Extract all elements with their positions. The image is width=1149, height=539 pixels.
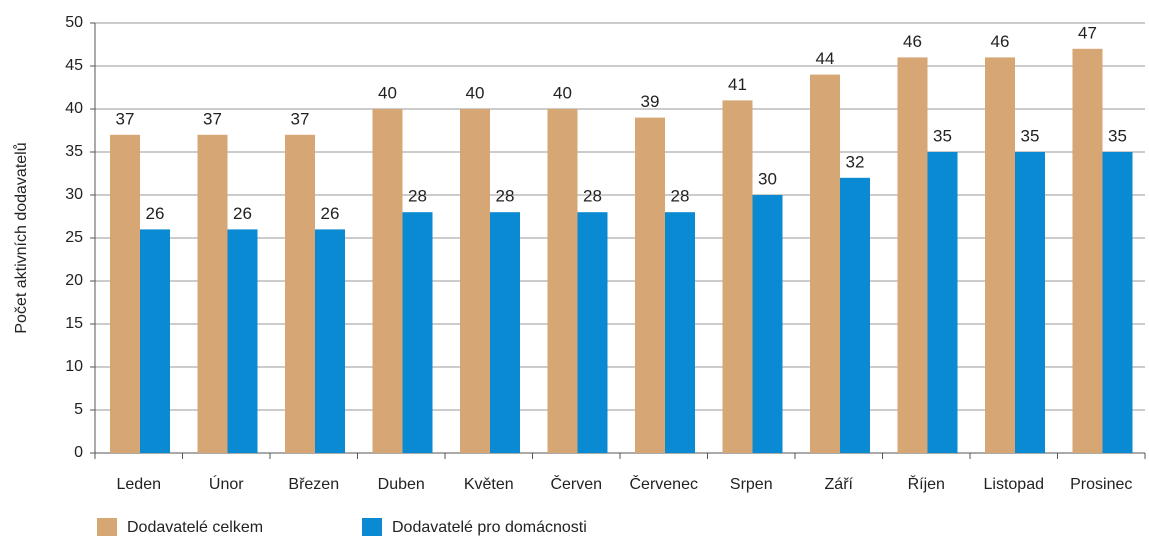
- bar: [140, 229, 170, 453]
- x-tick-label: Březen: [288, 476, 339, 493]
- x-tick-label: Červenec: [630, 474, 698, 493]
- x-tick-label: Leden: [117, 476, 162, 493]
- value-label: 26: [233, 204, 252, 223]
- value-label: 40: [466, 83, 485, 102]
- bar: [490, 212, 520, 453]
- value-label: 30: [758, 169, 777, 188]
- bar: [547, 109, 578, 453]
- value-label: 35: [1108, 126, 1127, 145]
- value-label: 46: [991, 32, 1010, 51]
- value-label: 28: [496, 187, 515, 206]
- x-tick-label: Prosinec: [1070, 476, 1132, 493]
- bar: [897, 57, 928, 454]
- x-tick-label: Únor: [209, 474, 244, 493]
- x-tick-label: Říjen: [908, 474, 945, 493]
- bar: [227, 229, 258, 453]
- y-tick-label: 25: [65, 229, 83, 246]
- bar: [577, 212, 608, 453]
- legend-swatch: [362, 518, 382, 536]
- value-label: 28: [583, 187, 602, 206]
- value-label: 47: [1078, 23, 1097, 42]
- value-label: 40: [553, 83, 572, 102]
- y-tick-label: 5: [74, 401, 83, 418]
- value-label: 28: [408, 187, 427, 206]
- bar: [722, 100, 753, 454]
- value-label: 35: [1021, 126, 1040, 145]
- y-tick-label: 45: [65, 57, 83, 74]
- bar: [810, 74, 840, 453]
- y-tick-label: 10: [65, 358, 83, 375]
- bar: [372, 109, 403, 453]
- x-tick-label: Duben: [378, 476, 425, 493]
- bar: [197, 134, 228, 454]
- value-label: 37: [291, 109, 310, 128]
- legend-label: Dodavatelé celkem: [127, 519, 263, 536]
- y-tick-label: 35: [65, 143, 83, 160]
- x-tick-label: Květen: [464, 476, 514, 493]
- value-label: 41: [728, 75, 747, 94]
- bar: [927, 152, 958, 453]
- bar: [402, 212, 433, 453]
- bar: [1072, 48, 1103, 454]
- value-label: 35: [933, 126, 952, 145]
- y-tick-label: 0: [74, 444, 83, 461]
- legend-label: Dodavatelé pro domácnosti: [392, 519, 587, 536]
- y-tick-label: 15: [65, 315, 83, 332]
- value-label: 26: [146, 204, 165, 223]
- x-tick-label: Listopad: [984, 476, 1045, 493]
- value-label: 32: [846, 152, 865, 171]
- bar: [840, 177, 870, 454]
- y-tick-label: 50: [65, 14, 83, 31]
- y-tick-label: 20: [65, 272, 83, 289]
- x-tick-label: Červen: [550, 474, 602, 493]
- value-label: 39: [641, 92, 660, 111]
- bar: [752, 195, 783, 453]
- bar: [985, 57, 1015, 454]
- x-tick-label: Září: [825, 476, 854, 493]
- value-label: 26: [321, 204, 340, 223]
- legend-swatch: [97, 518, 117, 536]
- x-tick-label: Srpen: [730, 476, 773, 493]
- bar: [1102, 152, 1133, 453]
- y-axis-label: Počet aktivních dodavatelů: [12, 142, 30, 333]
- value-label: 37: [203, 109, 222, 128]
- value-label: 44: [816, 49, 835, 68]
- bar: [285, 134, 315, 454]
- bar: [460, 109, 490, 453]
- value-label: 40: [378, 83, 397, 102]
- bar: [635, 117, 665, 453]
- bar: [315, 229, 345, 453]
- value-label: 28: [671, 187, 690, 206]
- y-tick-label: 40: [65, 100, 83, 117]
- value-label: 37: [116, 109, 135, 128]
- bar: [665, 212, 695, 453]
- bar: [1015, 152, 1045, 453]
- value-label: 46: [903, 32, 922, 51]
- bar: [110, 134, 140, 454]
- y-tick-label: 30: [65, 186, 83, 203]
